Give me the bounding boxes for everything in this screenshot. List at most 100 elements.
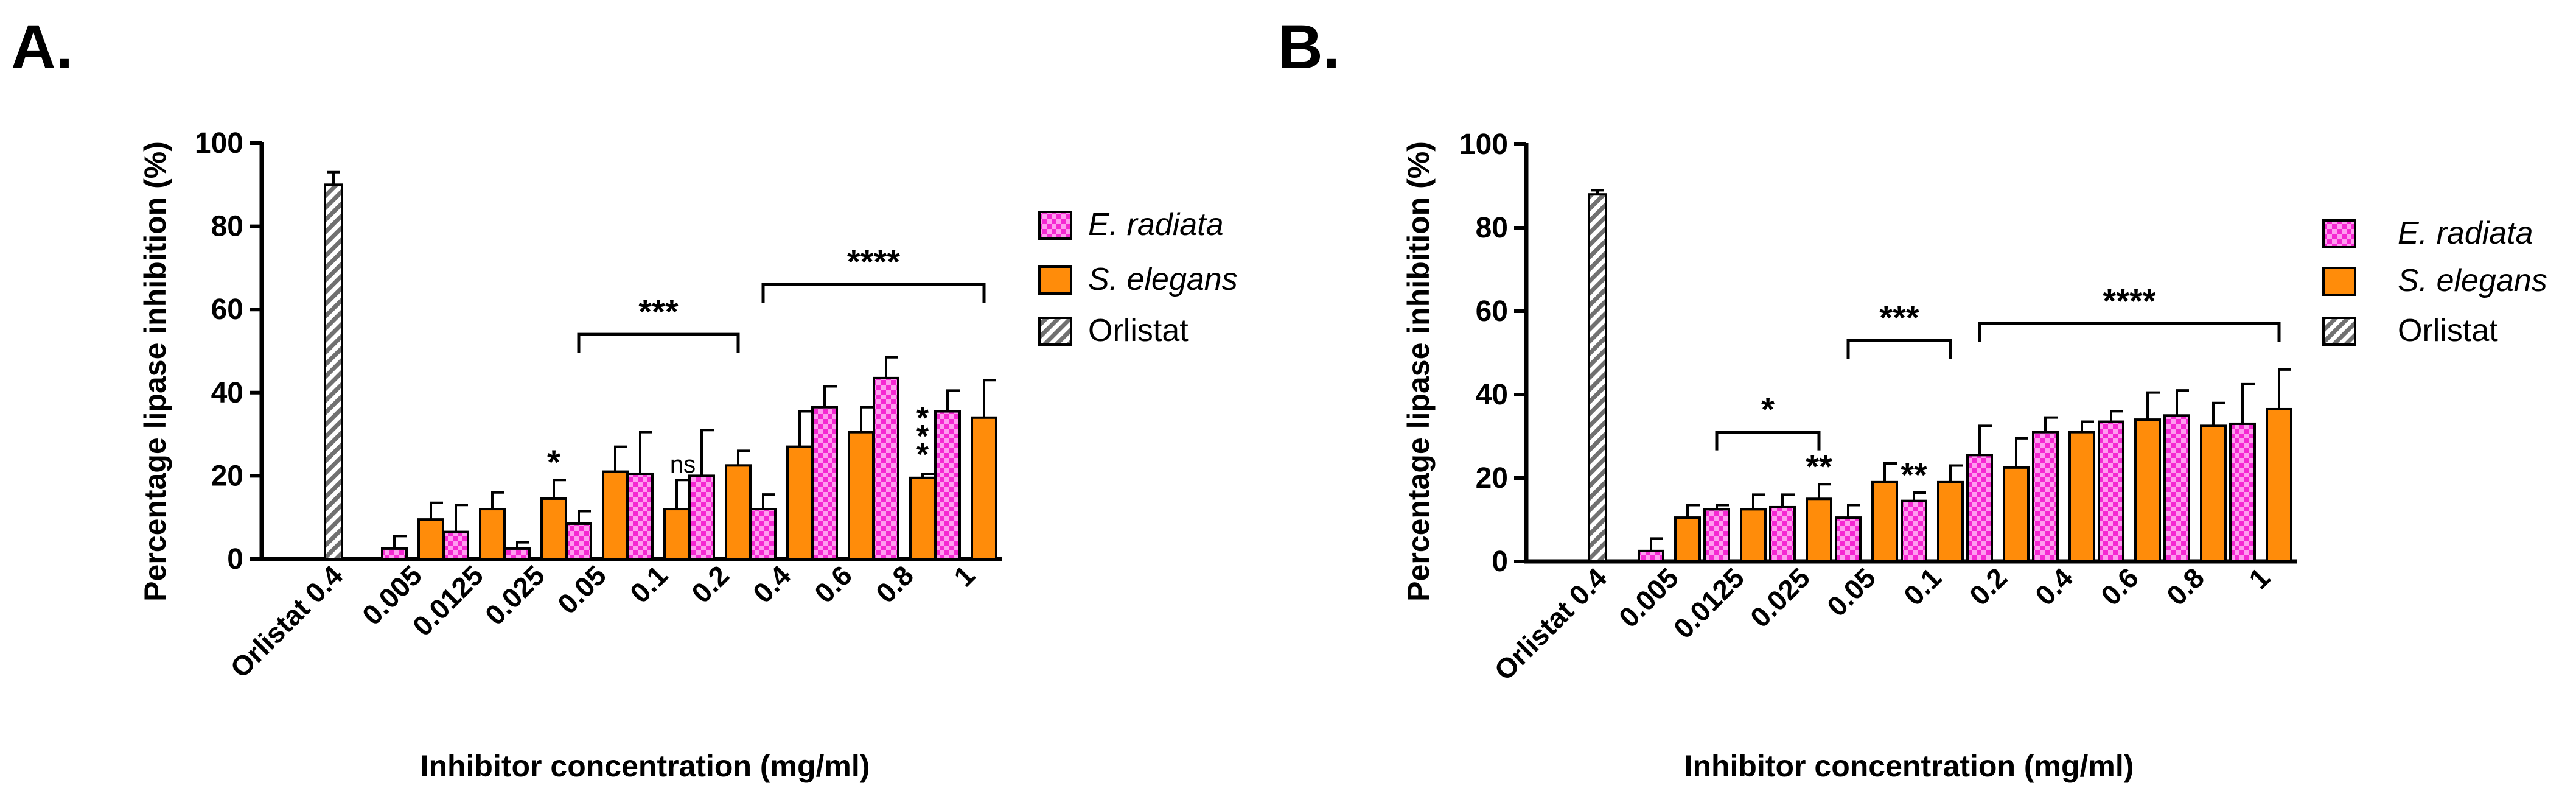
significance-bracket [1846,339,1952,359]
bar-s-elegans [1937,480,1964,563]
x-tick-label: 0.8 [870,559,920,609]
significance-bracket [1715,431,1821,451]
y-tick-label: 80 [211,211,243,243]
x-tick-label: 0.1 [1897,561,1947,611]
bar-e-radiata [2032,431,2059,563]
bar-s-elegans [725,464,752,561]
legend: E. radiata S. elegans Orlistat [1038,207,1238,348]
x-tick-label: 0.8 [2160,561,2210,611]
legend-item[interactable]: S. elegans [1038,262,1238,297]
legend-item[interactable]: Orlistat [2322,313,2498,348]
x-axis-label: Inhibitor concentration (mg/ml) [421,749,870,783]
x-tick-label: 0.0125 [1667,561,1750,644]
legend-swatch [2322,267,2356,296]
bar-s-elegans [848,431,874,560]
bar-s-elegans [1871,480,1898,563]
panel-label: A. [11,12,73,82]
bar-e-radiata [2229,422,2256,563]
x-tick-label: 1 [2243,561,2276,595]
x-tick-label: 0.6 [808,559,858,609]
significance-marker: * [916,419,929,454]
x-tick-label: 0.4 [2029,561,2079,611]
significance-marker: * [547,443,560,481]
bar-s-elegans [909,476,936,560]
bar-e-radiata [750,508,777,560]
chart-panel-b: B. Percentage lipase inhibition (%) Inhi… [1278,12,2547,783]
bar-e-radiata [2098,420,2124,563]
legend-item[interactable]: Orlistat [1038,313,1189,348]
bar-s-elegans [2266,407,2292,563]
significance-marker: * [1761,390,1775,429]
legend-label: S. elegans [2398,263,2547,298]
legend: E. radiata S. elegans Orlistat [2322,216,2547,348]
bar-orlistat [324,183,343,560]
bar-s-elegans [2134,418,2161,563]
bar-s-elegans [1740,508,1767,563]
bar-s-elegans [663,508,690,560]
significance-marker: ns [670,451,696,478]
legend-label: E. radiata [1088,207,1224,242]
legend-swatch [1038,211,1072,240]
significance-marker: * [916,401,929,436]
y-tick-label: 40 [1476,379,1508,411]
y-tick-label: 80 [1476,212,1508,244]
legend-item[interactable]: S. elegans [2322,263,2547,298]
bar-s-elegans [1806,497,1832,563]
significance-marker: * [916,437,929,473]
x-tick-label: 0.4 [747,559,797,609]
bar-s-elegans [2200,424,2227,563]
x-tick-label: Orlistat 0.4 [1488,561,1613,686]
legend-swatch [1038,317,1072,346]
bar-s-elegans [540,497,567,561]
legend-swatch [2322,317,2356,346]
bar-e-radiata [442,530,469,560]
bar-e-radiata [2163,414,2190,563]
y-axis-label: Percentage lipase inhibition (%) [138,141,172,602]
y-tick-label: 60 [1476,295,1508,328]
bar-e-radiata [1638,549,1664,563]
legend-label: E. radiata [2398,216,2533,251]
bar-s-elegans [2068,431,2095,563]
x-tick-label: 0.1 [624,559,674,609]
legend-label: S. elegans [1088,262,1238,297]
significance-marker: **** [2103,282,2155,320]
bar-s-elegans [602,470,629,560]
bar-e-radiata [811,406,838,561]
bar-e-radiata [934,410,961,560]
legend-item[interactable]: E. radiata [1038,207,1224,242]
bar-s-elegans [417,518,444,560]
x-tick-label: 0.025 [479,559,551,631]
bar-s-elegans [786,445,813,561]
bar-e-radiata [873,376,899,561]
x-tick-label: 0.0125 [407,559,489,642]
x-tick-label: 0.05 [551,559,612,620]
x-tick-label: 1 [948,559,981,592]
y-tick-label: 40 [211,377,243,409]
bar-s-elegans [1674,516,1701,563]
significance-marker: ** [1901,455,1927,494]
y-tick-label: 100 [195,127,243,160]
significance-marker: ** [1806,447,1832,485]
legend-item[interactable]: E. radiata [2322,216,2533,251]
legend-swatch [2322,219,2356,248]
significance-bracket [761,283,986,303]
chart-panel-a: A. Percentage lipase inhibition (%) Inhi… [11,12,1238,783]
bar-s-elegans [479,508,506,560]
x-tick-label: 0.05 [1821,561,1882,622]
bar-e-radiata [1769,505,1796,563]
y-tick-label: 20 [211,460,243,492]
bar-s-elegans [2003,466,2030,563]
panel-label: B. [1278,12,1340,82]
significance-marker: *** [638,292,679,331]
bar-e-radiata [1966,454,1993,563]
bar-e-radiata [1901,499,1927,563]
x-tick-label: 0.025 [1744,561,1816,633]
bar-e-radiata [688,474,715,561]
legend-label: Orlistat [1088,313,1189,348]
x-axis-label: Inhibitor concentration (mg/ml) [1684,749,2134,783]
significance-marker: **** [847,242,900,281]
significance-marker: *** [1879,298,1919,337]
legend-label: Orlistat [2398,313,2498,348]
y-tick-label: 20 [1476,462,1508,494]
